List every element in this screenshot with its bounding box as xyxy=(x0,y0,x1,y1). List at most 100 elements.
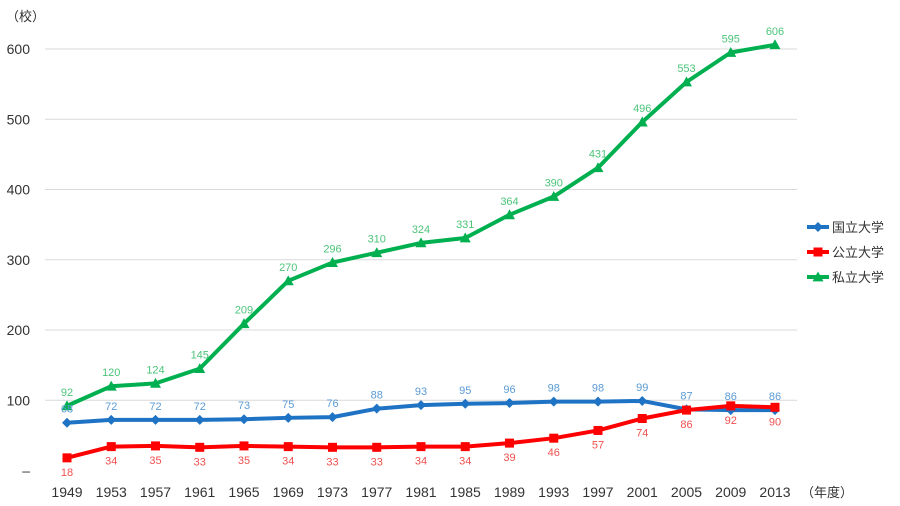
series-2-point xyxy=(328,442,337,452)
data-label: 35 xyxy=(238,455,250,467)
data-label: 33 xyxy=(194,456,206,468)
x-tick-label: 2009 xyxy=(715,484,746,500)
legend-marker xyxy=(812,271,824,282)
data-label: 35 xyxy=(149,455,161,467)
data-label: 88 xyxy=(371,390,383,402)
series-1-point xyxy=(239,414,249,425)
series-2-point xyxy=(106,442,116,452)
legend-marker xyxy=(813,222,823,232)
series-1-point xyxy=(371,403,382,414)
series-2-point xyxy=(239,441,249,451)
y-unit-label: （校） xyxy=(6,9,45,24)
data-label: 68 xyxy=(61,404,73,416)
series-2-point xyxy=(151,441,160,451)
data-label: 296 xyxy=(323,244,341,256)
y-tick-label: 100 xyxy=(7,392,31,408)
data-label: 86 xyxy=(769,391,781,403)
x-tick-label: 1989 xyxy=(494,484,525,500)
data-label: 431 xyxy=(589,149,607,161)
data-label: 331 xyxy=(456,219,474,231)
data-label: 99 xyxy=(636,382,648,394)
data-label: 120 xyxy=(102,367,120,379)
data-label: 93 xyxy=(415,386,427,398)
series-1-point xyxy=(504,398,515,409)
data-label: 73 xyxy=(238,400,250,412)
x-tick-label: 1973 xyxy=(317,484,348,500)
series-3-point xyxy=(371,247,383,258)
data-label: 310 xyxy=(368,234,386,246)
series-1-point xyxy=(62,417,72,428)
series-2-point xyxy=(460,442,470,452)
series-3-point xyxy=(415,237,427,248)
legend-marker xyxy=(813,247,823,257)
series-2-point xyxy=(549,433,559,443)
y-tick-label: 500 xyxy=(7,111,31,127)
data-label: 34 xyxy=(282,456,294,468)
x-tick-label: 1965 xyxy=(228,484,259,500)
data-label: 86 xyxy=(680,419,692,431)
data-label: 270 xyxy=(279,262,297,274)
data-label: 606 xyxy=(766,26,784,38)
x-tick-label: 1957 xyxy=(140,484,171,500)
y-tick-label: 400 xyxy=(7,182,31,198)
x-tick-label: 1953 xyxy=(96,484,127,500)
data-label: 98 xyxy=(592,383,604,395)
data-label: 390 xyxy=(545,178,563,190)
x-tick-label: 1993 xyxy=(538,484,569,500)
x-tick-label: 1981 xyxy=(405,484,436,500)
data-label: 95 xyxy=(459,385,471,397)
legend-entry: 私立大学 xyxy=(832,270,884,285)
series-2-point xyxy=(416,442,426,452)
x-tick-label: 2013 xyxy=(759,484,790,500)
data-label: 18 xyxy=(61,467,73,479)
data-label: 46 xyxy=(548,447,560,459)
x-tick-label: 1949 xyxy=(51,484,82,500)
data-label: 34 xyxy=(415,456,427,468)
data-label: 98 xyxy=(548,383,560,395)
data-label: 595 xyxy=(722,34,740,46)
data-label: 92 xyxy=(61,387,73,399)
y-tick-label: 200 xyxy=(7,322,31,338)
series-2-point xyxy=(62,453,72,463)
data-label: 90 xyxy=(769,416,781,428)
series-2-point xyxy=(195,442,205,452)
series-1-point xyxy=(548,396,559,407)
series-3-point xyxy=(459,232,471,243)
series-3-point xyxy=(282,275,294,286)
series-1-point xyxy=(327,412,338,423)
data-label: 86 xyxy=(725,391,737,403)
series-1-point xyxy=(283,412,294,423)
series-1-point xyxy=(637,395,648,406)
x-unit-label: （年度） xyxy=(801,485,853,500)
series-2-point xyxy=(637,414,647,424)
series-3-point xyxy=(105,380,117,391)
data-label: 72 xyxy=(105,401,117,413)
series-3-point xyxy=(194,363,206,374)
x-tick-label: 1969 xyxy=(273,484,304,500)
series-3-point xyxy=(150,377,161,388)
series-2-point xyxy=(682,405,691,415)
series-3-point xyxy=(725,47,737,57)
data-label: 145 xyxy=(191,350,209,362)
series-2-point xyxy=(593,425,603,435)
data-label: 72 xyxy=(149,401,161,413)
data-label: 324 xyxy=(412,224,430,236)
series-3-point xyxy=(548,191,560,201)
data-label: 96 xyxy=(503,384,515,396)
series-3-point xyxy=(238,318,250,329)
series-2-point xyxy=(505,438,514,448)
data-label: 92 xyxy=(725,415,737,427)
series-1-point xyxy=(593,396,603,407)
x-tick-label: 2001 xyxy=(627,484,658,500)
data-label: 34 xyxy=(459,456,471,468)
series-1-point xyxy=(416,400,426,411)
data-label: 72 xyxy=(194,401,206,413)
data-label: 553 xyxy=(677,63,695,75)
data-label: 57 xyxy=(592,439,604,451)
x-tick-label: 2005 xyxy=(671,484,702,500)
data-label: 33 xyxy=(326,456,338,468)
data-label: 39 xyxy=(503,452,515,464)
x-tick-label: 1977 xyxy=(361,484,392,500)
